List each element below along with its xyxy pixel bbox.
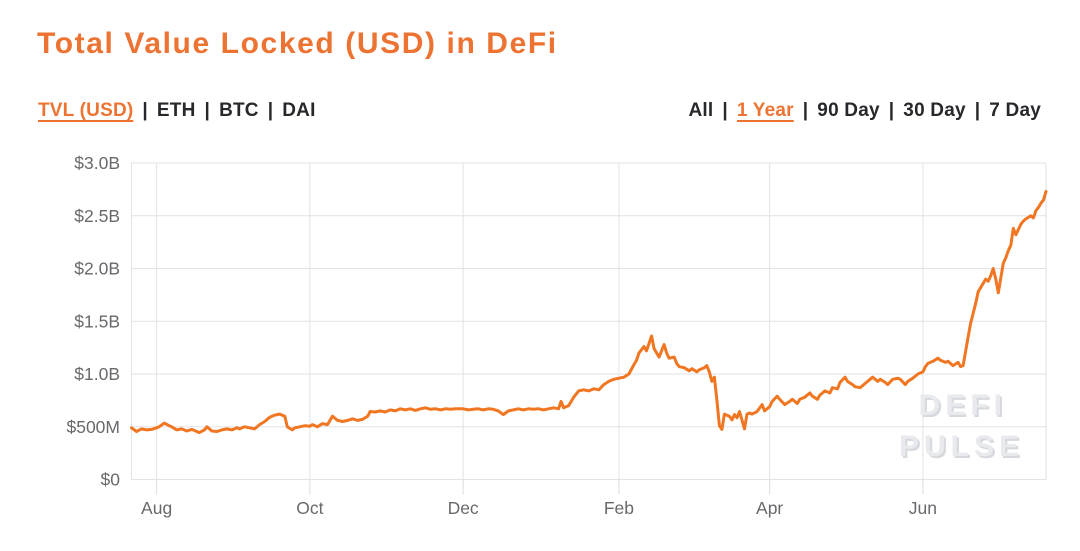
y-axis-label: $3.0B	[74, 153, 120, 173]
separator: |	[974, 100, 981, 121]
tab-range-1-year[interactable]: 1 Year	[736, 100, 794, 121]
metric-tabs: TVL (USD) | ETH | BTC | DAI	[38, 100, 316, 122]
tab-dai[interactable]: DAI	[282, 100, 316, 121]
x-axis-label: Aug	[141, 498, 172, 518]
range-tabs: All | 1 Year | 90 Day | 30 Day | 7 Day	[688, 100, 1041, 122]
watermark-pulse-shadow: PULSE	[901, 432, 1026, 465]
x-axis-label: Apr	[756, 498, 783, 518]
tab-range-all[interactable]: All	[688, 100, 714, 121]
y-axis-label: $2.5B	[74, 206, 120, 226]
x-axis-label: Feb	[604, 498, 634, 518]
page-title: Total Value Locked (USD) in DeFi	[37, 27, 558, 60]
y-axis-label: $1.5B	[74, 311, 120, 331]
tab-range-90-day[interactable]: 90 Day	[817, 100, 880, 121]
separator: |	[142, 100, 148, 121]
tab-range-7-day[interactable]: 7 Day	[989, 100, 1041, 121]
watermark-defi: DEFI	[919, 389, 1007, 422]
separator: |	[267, 100, 274, 121]
x-axis-label: Jun	[909, 498, 937, 518]
tab-range-30-day[interactable]: 30 Day	[903, 100, 966, 121]
tab-eth[interactable]: ETH	[156, 100, 196, 121]
x-axis-label: Oct	[296, 498, 323, 518]
chart-series	[130, 190, 1048, 435]
y-axis-label: $0	[101, 470, 121, 490]
chart-axis-labels: $0 $500M $1.0B $1.5B $2.0B $2.5B $3.0B Aug Oct De…	[66, 153, 937, 518]
separator: |	[888, 100, 895, 121]
tvl-series-line[interactable]	[130, 190, 1048, 435]
y-axis-label: $1.0B	[74, 364, 120, 384]
separator: |	[204, 100, 211, 121]
tab-tvl-usd[interactable]: TVL (USD)	[38, 100, 134, 121]
watermark-pulse: PULSE	[899, 430, 1024, 463]
separator: |	[722, 100, 728, 121]
watermark-defi-shadow: DEFI	[921, 391, 1009, 424]
defipulse-watermark: DEFI DEFI PULSE PULSE	[899, 389, 1026, 465]
y-axis-label: $500M	[66, 417, 120, 437]
chart-toolbar: TVL (USD) | ETH | BTC | DAI All | 1 Year…	[38, 97, 1041, 125]
separator: |	[802, 100, 809, 121]
y-axis-label: $2.0B	[74, 259, 120, 279]
x-axis-label: Dec	[448, 498, 479, 518]
tab-btc[interactable]: BTC	[219, 100, 259, 121]
